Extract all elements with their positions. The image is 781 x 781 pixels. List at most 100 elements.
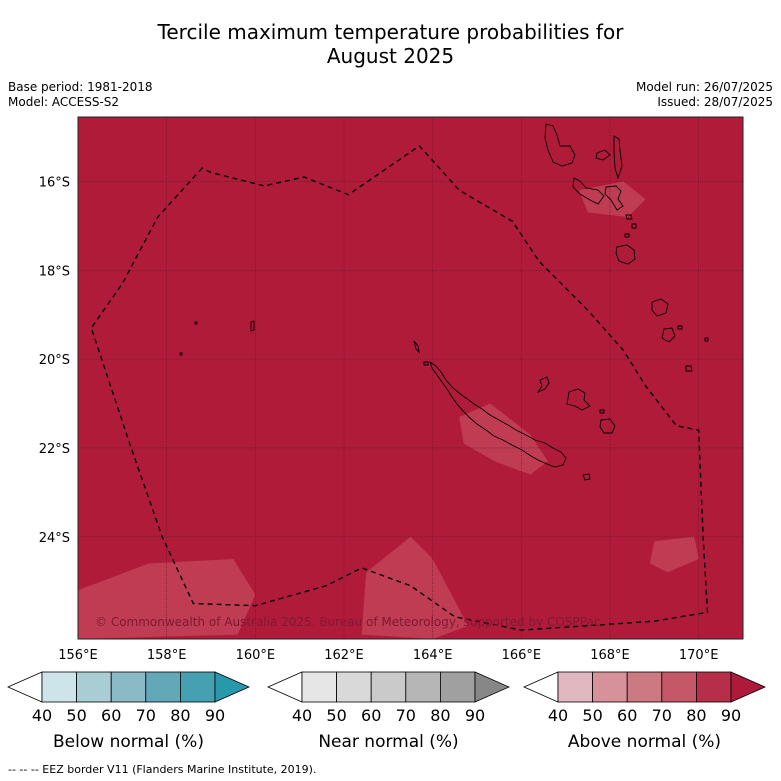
- small-island-8: [704, 337, 709, 342]
- ambrym-epi: [604, 185, 624, 211]
- legend-low-arrow: [267, 671, 303, 703]
- legend-tick-label: 50: [326, 706, 346, 725]
- mare-island: [599, 418, 616, 434]
- lifou-island: [566, 388, 591, 411]
- longitude-tick-label: 166°E: [502, 648, 542, 663]
- eez-footnote: -- -- -- EEZ border V11 (Flanders Marine…: [8, 763, 317, 776]
- small-island-4: [624, 233, 630, 238]
- legend-high-arrow: [214, 671, 250, 703]
- legend-high-arrow: [730, 671, 766, 703]
- land-outlines: [179, 123, 709, 481]
- belep-islands: [413, 340, 420, 354]
- legend-tick-label: 60: [361, 706, 381, 725]
- ambae: [595, 149, 611, 161]
- legend-swatch: [592, 671, 628, 703]
- legend-title: Near normal (%): [318, 732, 458, 752]
- erromango: [651, 298, 669, 317]
- vanuatu-patch: [579, 181, 646, 217]
- malekula: [572, 177, 605, 205]
- small-island-7: [423, 361, 429, 366]
- legend-swatch: [557, 671, 593, 703]
- longitude-tick-label: 170°E: [679, 648, 719, 663]
- legend-swatch: [301, 671, 337, 703]
- espiritu-santo: [544, 123, 576, 167]
- legend-low-arrow: [523, 671, 559, 703]
- legend-tick-label: 90: [465, 706, 485, 725]
- longitude-tick-label: 156°E: [58, 648, 98, 663]
- model-run: Model run: 26/07/2025: [635, 80, 773, 94]
- longitude-labels: 156°E 158°E 160°E 162°E 164°E 166°E 168°E 170°E: [58, 648, 718, 663]
- south-east-patch: [649, 536, 699, 573]
- legend-low-arrow: [7, 671, 43, 703]
- legend-swatch: [661, 671, 697, 703]
- legend-swatch: [145, 671, 181, 703]
- latitude-tick-label: 24°S: [39, 531, 70, 546]
- legend-swatch: [179, 671, 216, 703]
- small-island-9: [194, 321, 198, 325]
- latitude-tick-label: 20°S: [39, 353, 70, 368]
- small-island-2: [625, 214, 633, 220]
- map-title-line1: Tercile maximum temperature probabilitie…: [157, 20, 624, 44]
- latitude-labels: 16°S 18°S 20°S 22°S 24°S: [39, 175, 70, 545]
- legend-swatch: [696, 671, 732, 703]
- legend-tick-label: 80: [170, 706, 190, 725]
- isle-of-pines: [582, 473, 591, 481]
- tanna: [661, 327, 676, 343]
- ouvea-island: [536, 376, 550, 394]
- legend-tick-label: 60: [617, 706, 637, 725]
- legend-swatch: [405, 671, 441, 703]
- legend-swatch: [110, 671, 147, 703]
- legend-swatch: [626, 671, 663, 703]
- legend-swatch: [41, 671, 77, 703]
- base-period: Base period: 1981-2018: [8, 80, 153, 94]
- legend-near: 40 50 60 70 80 90 Near normal (%): [267, 671, 510, 752]
- meta-left: Base period: 1981-2018 Model: ACCESS-S2: [8, 80, 153, 110]
- legend-tick-label: 40: [548, 706, 568, 725]
- issued-date: Issued: 28/07/2025: [657, 95, 773, 109]
- legend-tick-label: 70: [652, 706, 672, 725]
- map-frame: [77, 116, 744, 640]
- legend-title: Above normal (%): [568, 732, 721, 752]
- copyright-notice: © Commonwealth of Australia 2025, Bureau…: [95, 615, 600, 629]
- efate: [615, 244, 636, 265]
- south-central-patch: [361, 536, 469, 639]
- graticule: [78, 117, 743, 639]
- aneityum: [685, 365, 693, 372]
- latitude-tick-label: 18°S: [39, 264, 70, 279]
- legend-swatch: [439, 671, 476, 703]
- legend-tick-label: 90: [205, 706, 225, 725]
- legend-tick-label: 40: [32, 706, 52, 725]
- legend-tick-label: 40: [292, 706, 312, 725]
- map-title: Tercile maximum temperature probabilitie…: [0, 20, 781, 68]
- legend-tick-label: 80: [430, 706, 450, 725]
- small-island-1: [250, 320, 255, 332]
- longitude-tick-label: 168°E: [590, 648, 630, 663]
- longitude-tick-label: 164°E: [413, 648, 453, 663]
- legend-tick-label: 70: [396, 706, 416, 725]
- model-name: Model: ACCESS-S2: [8, 95, 120, 109]
- latitude-tick-label: 16°S: [39, 175, 70, 190]
- legend-tick-label: 70: [136, 706, 156, 725]
- legend-swatch: [336, 671, 372, 703]
- latitude-tick-label: 22°S: [39, 442, 70, 457]
- new-caledonia-patch: [459, 403, 548, 475]
- legend-tick-label: 80: [686, 706, 706, 725]
- legend-high-arrow: [474, 671, 510, 703]
- legend-tick-label: 50: [66, 706, 86, 725]
- legend-tick-label: 50: [582, 706, 602, 725]
- eez-border: [90, 144, 709, 631]
- new-caledonia-grande-terre: [429, 360, 567, 468]
- small-island-6: [599, 409, 605, 414]
- legend-swatch: [76, 671, 112, 703]
- legend-swatch: [370, 671, 407, 703]
- small-island-3: [631, 223, 637, 229]
- meta-right: Model run: 26/07/2025 Issued: 28/07/2025: [636, 80, 773, 110]
- probability-patches: [78, 181, 699, 639]
- maewo-pentecost: [613, 135, 623, 180]
- legend-title: Below normal (%): [53, 732, 204, 752]
- longitude-tick-label: 160°E: [236, 648, 276, 663]
